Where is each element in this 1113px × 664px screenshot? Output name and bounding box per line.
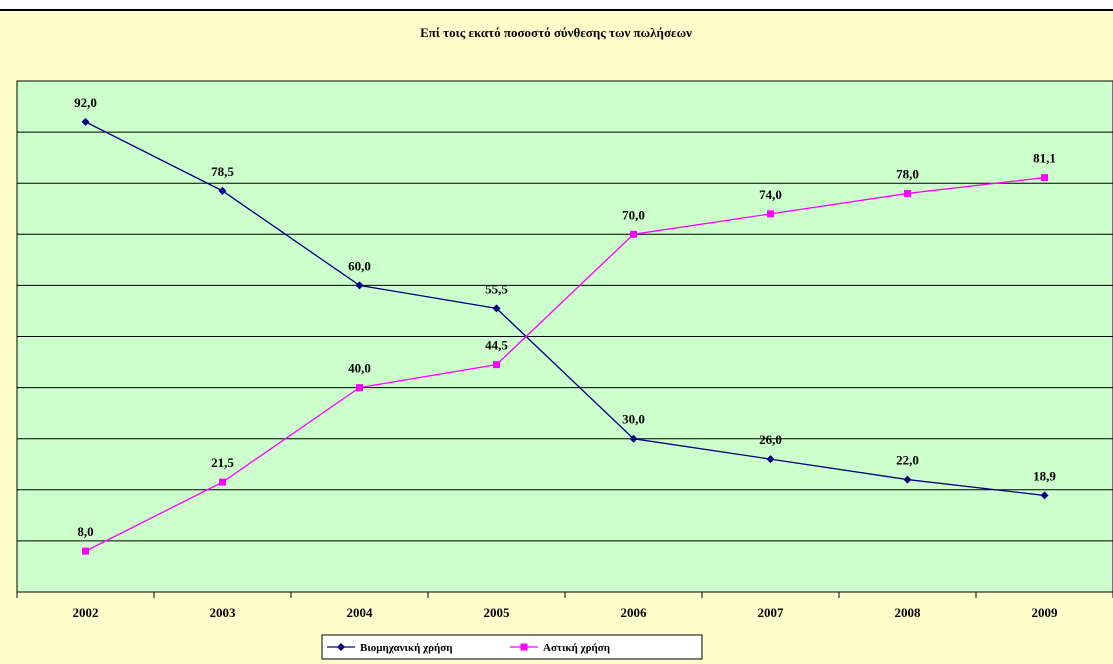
data-label-1-2002: 8,0 <box>77 524 93 539</box>
data-point-1-2005 <box>493 361 500 369</box>
data-point-0-2007 <box>766 455 775 464</box>
data-label-1-2007: 74,0 <box>759 187 782 202</box>
series-line-0 <box>85 121 1045 497</box>
data-label-0-2003: 78,5 <box>211 164 234 179</box>
data-label-1-2003: 21,5 <box>211 455 234 470</box>
x-tick-label-2002: 2002 <box>73 605 99 620</box>
data-label-1-2008: 78,0 <box>896 166 919 181</box>
data-label-0-2004: 60,0 <box>348 258 371 273</box>
data-label-1-2006: 70,0 <box>622 207 645 222</box>
data-label-0-2005: 55,5 <box>485 281 508 296</box>
data-labels: 92,0 78,5 60,0 55,5 30,0 26,0 22,0 18,9 8,0 21,5 4… <box>74 95 1056 539</box>
data-label-1-2009: 81,1 <box>1033 151 1056 166</box>
legend: Βιομηχανική χρήση Αστική χρήση <box>321 634 703 660</box>
data-label-1-2005: 44,5 <box>485 338 508 353</box>
gridlines <box>17 131 1113 542</box>
series-lines <box>85 121 1045 552</box>
data-point-1-2008 <box>904 189 911 197</box>
data-point-1-2007 <box>767 210 774 218</box>
data-point-0-2003 <box>218 186 227 195</box>
data-point-1-2002 <box>82 547 89 555</box>
data-label-1-2004: 40,0 <box>348 361 371 376</box>
legend-label: Βιομηχανική χρήση <box>360 642 453 654</box>
x-tick-label-2007: 2007 <box>758 605 785 620</box>
x-tick-label-2003: 2003 <box>210 605 237 620</box>
data-point-1-2003 <box>219 478 226 486</box>
data-label-0-2007: 26,0 <box>759 432 782 447</box>
data-point-1-2006 <box>630 230 637 238</box>
data-point-1-2004 <box>356 384 363 392</box>
cropped-header-strip <box>0 0 1113 11</box>
data-label-0-2008: 22,0 <box>896 453 919 468</box>
data-point-0-2004 <box>355 281 364 290</box>
data-point-0-2009 <box>1040 491 1049 500</box>
data-point-0-2002 <box>81 117 90 126</box>
x-axis: 2002 2003 2004 2005 2006 2007 2008 2009 <box>16 592 1113 620</box>
legend-swatch-marker <box>520 643 528 651</box>
series-line-1 <box>85 176 1045 552</box>
data-point-0-2006 <box>629 434 638 443</box>
legend-swatch-marker <box>337 643 345 651</box>
data-label-0-2006: 30,0 <box>622 412 645 427</box>
x-tick-label-2004: 2004 <box>347 605 374 620</box>
data-point-0-2005 <box>492 304 501 313</box>
series-markers <box>81 117 1049 555</box>
legend-item-industrial: Βιομηχανική χρήση <box>327 642 453 654</box>
x-tick-label-2006: 2006 <box>621 605 648 620</box>
legend-item-urban: Αστική χρήση <box>510 642 610 654</box>
data-point-1-2009 <box>1041 174 1048 182</box>
x-tick-label-2008: 2008 <box>895 605 922 620</box>
chart-title: Επί τοις εκατό ποσοστό σύνθεσης των πωλή… <box>420 25 692 40</box>
data-label-0-2009: 18,9 <box>1033 468 1056 483</box>
data-label-0-2002: 92,0 <box>74 95 97 110</box>
x-tick-label-2009: 2009 <box>1032 605 1059 620</box>
data-point-0-2008 <box>903 475 912 484</box>
legend-label: Αστική χρήση <box>543 642 610 654</box>
x-tick-label-2005: 2005 <box>484 605 511 620</box>
